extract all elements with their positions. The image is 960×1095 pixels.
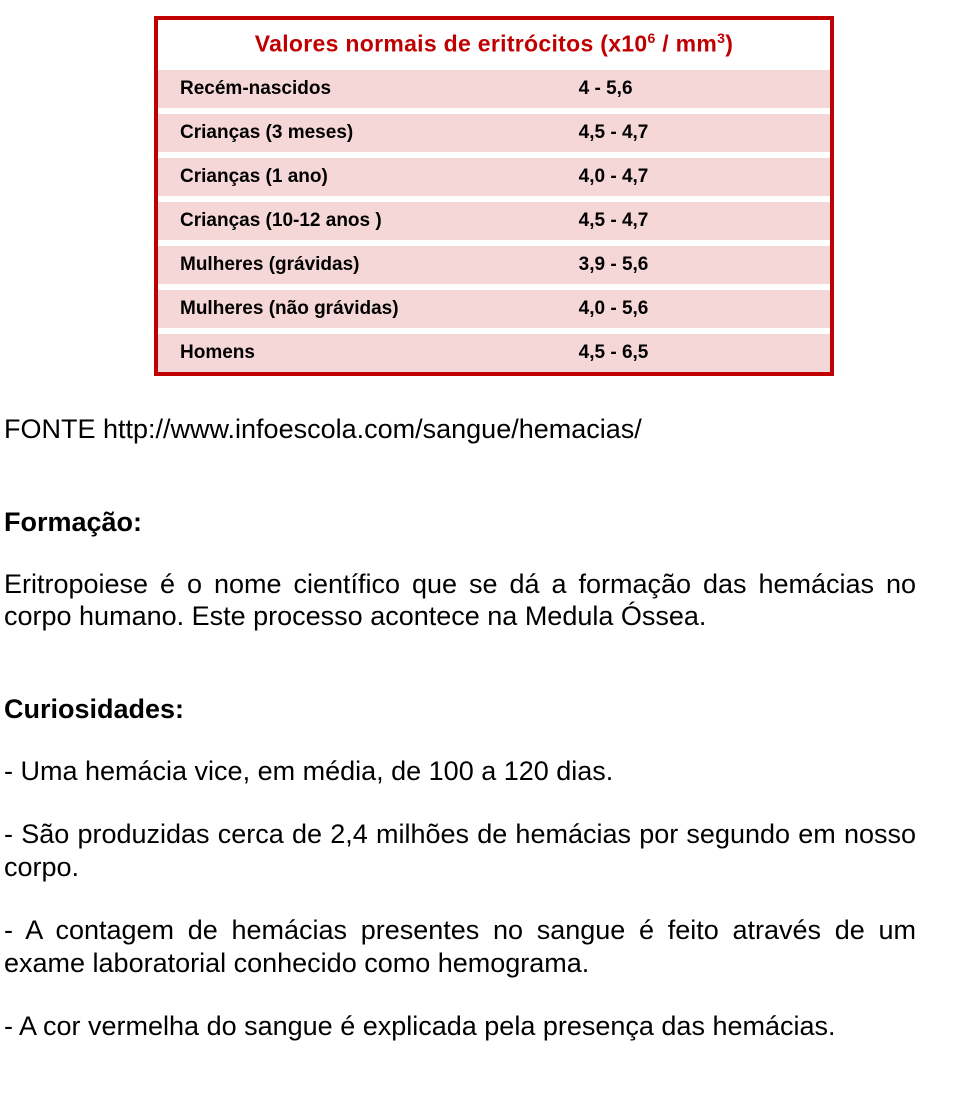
row-label: Mulheres (grávidas) — [158, 246, 575, 284]
table-row: Mulheres (grávidas)3,9 - 5,6 — [158, 246, 830, 284]
row-label: Mulheres (não grávidas) — [158, 290, 575, 328]
heading-curiosidades: Curiosidades: — [4, 694, 920, 725]
table-title-sup1: 6 — [647, 30, 655, 46]
document-page: Valores normais de eritrócitos (x106 / m… — [0, 16, 960, 1043]
row-value: 4,5 - 4,7 — [575, 114, 830, 152]
table-title: Valores normais de eritrócitos (x106 / m… — [158, 20, 830, 70]
row-value: 4 - 5,6 — [575, 70, 830, 108]
row-value: 4,5 - 4,7 — [575, 202, 830, 240]
table-title-prefix: Valores normais de eritrócitos (x10 — [255, 31, 648, 57]
row-label: Crianças (10-12 anos ) — [158, 202, 575, 240]
row-label: Homens — [158, 334, 575, 372]
row-label: Crianças (3 meses) — [158, 114, 575, 152]
heading-formacao: Formação: — [4, 507, 920, 538]
table-header-row: Valores normais de eritrócitos (x106 / m… — [158, 20, 830, 70]
row-label: Recém-nascidos — [158, 70, 575, 108]
bullet-1: - Uma hemácia vice, em média, de 100 a 1… — [4, 755, 916, 788]
row-value: 4,5 - 6,5 — [575, 334, 830, 372]
table-row: Crianças (1 ano)4,0 - 4,7 — [158, 158, 830, 196]
row-value: 4,0 - 5,6 — [575, 290, 830, 328]
bullet-2: - São produzidas cerca de 2,4 milhões de… — [4, 818, 916, 884]
table-row: Mulheres (não grávidas)4,0 - 5,6 — [158, 290, 830, 328]
table-row: Homens4,5 - 6,5 — [158, 334, 830, 372]
erythrocyte-table-wrap: Valores normais de eritrócitos (x106 / m… — [154, 16, 834, 376]
row-value: 4,0 - 4,7 — [575, 158, 830, 196]
para-formacao: Eritropoiese é o nome científico que se … — [4, 568, 916, 633]
bullet-3: - A contagem de hemácias presentes no sa… — [4, 914, 916, 980]
bullet-4: - A cor vermelha do sangue é explicada p… — [4, 1010, 916, 1043]
table-row: Crianças (3 meses)4,5 - 4,7 — [158, 114, 830, 152]
row-label: Crianças (1 ano) — [158, 158, 575, 196]
table-row: Recém-nascidos4 - 5,6 — [158, 70, 830, 108]
source-line: FONTE http://www.infoescola.com/sangue/h… — [0, 414, 920, 445]
erythrocyte-table: Valores normais de eritrócitos (x106 / m… — [154, 16, 834, 376]
row-value: 3,9 - 5,6 — [575, 246, 830, 284]
table-title-mid: / mm — [656, 31, 718, 57]
table-title-suffix: ) — [725, 31, 733, 57]
table-row: Crianças (10-12 anos )4,5 - 4,7 — [158, 202, 830, 240]
